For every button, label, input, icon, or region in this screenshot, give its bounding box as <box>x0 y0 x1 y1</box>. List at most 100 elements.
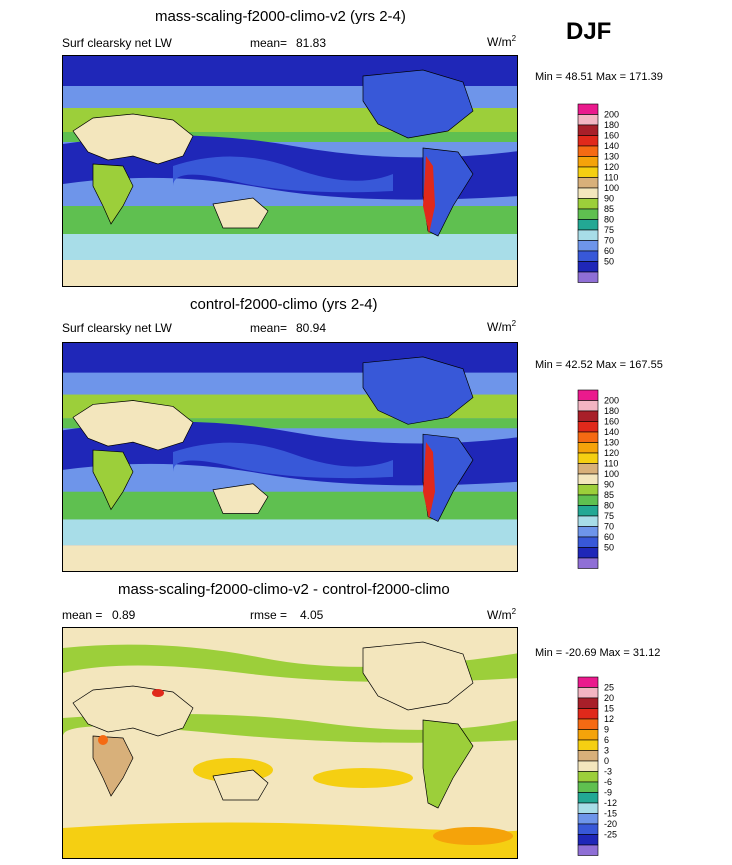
colorbar-tick-label: 85 <box>604 204 614 214</box>
colorbar-tick-label: 130 <box>604 438 619 448</box>
antarctic-band <box>63 545 517 571</box>
colorbar-tick-label: 20 <box>604 693 614 703</box>
colorbar-tick-label: 110 <box>604 459 618 469</box>
south-america-land <box>422 719 474 809</box>
colorbar-box <box>577 442 599 454</box>
colorbar-tick-label: 80 <box>604 215 614 225</box>
colorbar-tick-label: 70 <box>604 236 614 246</box>
warm-pool <box>173 156 393 193</box>
colorbar-box <box>577 834 599 846</box>
colorbar-tick-label: 100 <box>604 183 619 193</box>
colorbar-box <box>577 156 599 168</box>
colorbar-box <box>577 250 599 262</box>
andes-ridge <box>423 442 435 520</box>
colorbar-tick-label: 90 <box>604 480 614 490</box>
panel3-minmax: Min = -20.69 Max = 31.12 <box>535 647 661 659</box>
colorbar-box <box>577 166 599 178</box>
colorbar-tick-label: 140 <box>604 427 619 437</box>
colorbar-box <box>577 526 599 538</box>
colorbar-tick-label: 0 <box>604 756 609 766</box>
colorbar-box <box>577 219 599 231</box>
colorbar-tick-label: 80 <box>604 501 614 511</box>
colorbar-box <box>577 844 599 856</box>
colorbar-box <box>577 103 599 115</box>
africa-eurasia-land <box>72 685 194 737</box>
panel2-variable: Surf clearsky net LW <box>62 321 172 335</box>
colorbar-box <box>577 494 599 506</box>
colorbar-box <box>577 389 599 401</box>
colorbar-tick-label: -3 <box>604 767 612 777</box>
panel3-title: mass-scaling-f2000-climo-v2 - control-f2… <box>118 581 450 598</box>
transition-band <box>63 132 517 142</box>
colorbar-box <box>577 802 599 814</box>
colorbar-box <box>577 771 599 783</box>
colorbar-box <box>577 781 599 793</box>
colorbar-box <box>577 557 599 569</box>
north-america-land <box>362 69 474 139</box>
colorbar-box <box>577 515 599 527</box>
colorbar-box <box>577 124 599 136</box>
panel1-colorbar: 200 180 160 140 130 120 110 100 90 85 80 75 70 60 50 <box>577 103 658 284</box>
southern-ocean-band <box>63 519 517 546</box>
colorbar-box <box>577 452 599 464</box>
colorbar-box <box>577 198 599 210</box>
panel1-variable: Surf clearsky net LW <box>62 36 172 50</box>
panel2-mean-label: mean= <box>250 321 288 335</box>
colorbar-tick-label: 25 <box>604 683 614 693</box>
australia-land <box>212 769 269 801</box>
colorbar-tick-label: 60 <box>604 532 614 542</box>
colorbar-tick-label: 120 <box>604 162 619 172</box>
colorbar-tick-label: 180 <box>604 120 619 130</box>
colorbar-box <box>577 792 599 804</box>
colorbar-tick-label: -25 <box>604 830 617 840</box>
colorbar-box <box>577 505 599 517</box>
colorbar-tick-label: 3 <box>604 746 609 756</box>
colorbar-box <box>577 813 599 825</box>
panel1-minmax: Min = 48.51 Max = 171.39 <box>535 71 663 83</box>
panel3-rmse-value: 4.05 <box>300 608 324 622</box>
panel1-mean-label: mean= <box>250 36 288 50</box>
panel3-rmse-label: rmse = <box>250 608 288 622</box>
antarctic-positive-band <box>63 822 517 858</box>
colorbar-tick-label: -9 <box>604 788 612 798</box>
colorbar-box <box>577 739 599 751</box>
colorbar-box <box>577 145 599 157</box>
colorbar-box <box>577 536 599 548</box>
colorbar-tick-label: 90 <box>604 194 614 204</box>
colorbar-box <box>577 261 599 273</box>
colorbar-box <box>577 177 599 189</box>
colorbar-tick-label: -15 <box>604 809 617 819</box>
colorbar-box <box>577 547 599 559</box>
colorbar-box <box>577 431 599 443</box>
colorbar-tick-label: 180 <box>604 406 619 416</box>
colorbar-tick-label: 12 <box>604 714 614 724</box>
africa-land <box>92 449 134 511</box>
colorbar-box <box>577 760 599 772</box>
panel3-units: W/m2 <box>487 607 517 622</box>
colorbar-box <box>577 271 599 283</box>
colorbar-box <box>577 729 599 741</box>
panel2-colorbar: 200 180 160 140 130 120 110 100 90 85 80 75 70 60 50 <box>577 389 658 570</box>
colorbar-box <box>577 410 599 422</box>
colorbar-box <box>577 240 599 252</box>
colorbar-tick-label: 50 <box>604 257 614 267</box>
colorbar-box <box>577 463 599 475</box>
colorbar-tick-label: 110 <box>604 173 618 183</box>
colorbar-tick-label: 6 <box>604 735 609 745</box>
colorbar-box <box>577 750 599 762</box>
asia-hotspot <box>152 689 164 697</box>
colorbar-tick-label: 140 <box>604 141 619 151</box>
colorbar-box <box>577 687 599 699</box>
africa-eurasia-land <box>72 400 194 451</box>
south-pacific-anomaly-2 <box>313 768 413 788</box>
colorbar-box <box>577 823 599 835</box>
colorbar-tick-label: 15 <box>604 704 614 714</box>
australia-land <box>212 197 269 229</box>
panel1-map <box>62 55 518 287</box>
colorbar-box <box>577 135 599 147</box>
colorbar-tick-label: -6 <box>604 777 612 787</box>
colorbar-box <box>577 484 599 496</box>
colorbar-box <box>577 676 599 688</box>
panel1-units: W/m2 <box>487 34 517 49</box>
panel2-title: control-f2000-climo (yrs 2-4) <box>190 296 378 313</box>
